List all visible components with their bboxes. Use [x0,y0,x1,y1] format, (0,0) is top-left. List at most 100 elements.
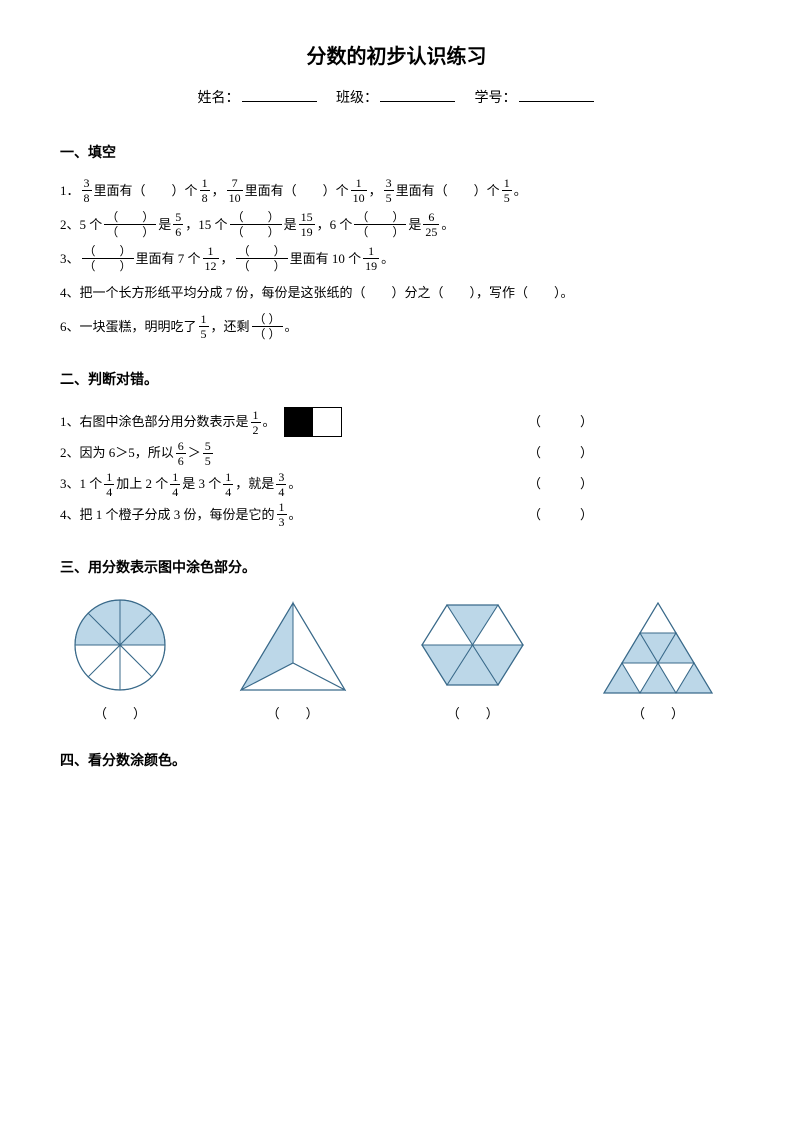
text: ＞ [188,439,201,468]
half-square-figure [284,407,342,437]
name-blank[interactable] [242,101,317,102]
q1-6: 6、一块蛋糕，明明吃了 15 ，还剩 （ ）（ ） 。 [60,312,733,342]
text: 。 [441,210,454,240]
section-4-header: 四、看分数涂颜色。 [60,750,733,770]
fraction: 110 [351,177,367,204]
blank[interactable] [146,176,172,206]
text: 是 [408,210,421,240]
q1-6-prefix: 6、一块蛋糕，明明吃了 [60,312,197,342]
text: ）个 [474,176,500,206]
fraction: 710 [227,177,243,204]
text: 加上 2 个 [116,470,168,499]
blank[interactable] [297,176,323,206]
name-label: 姓名： [198,91,240,106]
section-2-header: 二、判断对错。 [60,369,733,389]
shape-triangle-thirds: （ ） [233,595,353,722]
text: 。 [289,501,302,530]
shape-circle-eighths: （ ） [70,595,170,722]
text: ）个 [323,176,349,206]
fraction-blank[interactable]: （ ）（ ） [230,211,282,238]
circle-icon [70,595,170,695]
blank[interactable] [448,176,474,206]
class-blank[interactable] [380,101,455,102]
q1-3: 3、 （ ）（ ） 里面有 7 个 112 ， （ ）（ ） 里面有 10 个 … [60,244,733,274]
fraction: 12 [251,409,261,436]
shape-triangle-ninths: （ ） [593,595,723,722]
fraction: 112 [203,245,219,272]
q2-4-prefix: 4、把 1 个橙子分成 3 份，每份是它的 [60,501,275,530]
section-1-header: 一、填空 [60,142,733,162]
q2-4: 4、把 1 个橙子分成 3 份，每份是它的 13 。 （ ） [60,501,733,530]
q1-2: 2、5 个 （ ）（ ） 是 56 ，15 个 （ ）（ ） 是 1519 ，6… [60,210,733,240]
q1-4: 4、把一个长方形纸平均分成 7 份，每份是这张纸的（ ）分之（ ），写作（ ）。 [60,278,733,308]
q1-2-prefix: 2、5 个 [60,210,102,240]
answer-blank[interactable]: （ ） [94,706,146,721]
answer-blank[interactable]: （ ） [267,706,319,721]
fraction: 14 [223,471,233,498]
fraction: 56 [173,211,183,238]
q2-1: 1、右图中涂色部分用分数表示是 12 。 （ ） [60,407,733,437]
shape-hexagon-sixths: （ ） [415,595,530,722]
fraction-blank[interactable]: （ ）（ ） [354,211,406,238]
id-label: 学号： [475,91,517,106]
fraction: 119 [363,245,379,272]
judge-blank[interactable]: （ ） [528,439,733,468]
q2-1-prefix: 1、右图中涂色部分用分数表示是 [60,408,249,437]
fraction: 55 [203,440,213,467]
fraction-blank[interactable]: （ ）（ ） [252,313,283,340]
fraction-blank[interactable]: （ ）（ ） [82,245,134,272]
page-title: 分数的初步认识练习 [60,40,733,69]
id-blank[interactable] [519,101,594,102]
filled-cell [285,408,313,436]
judge-blank[interactable]: （ ） [528,408,733,437]
text: 是 3 个 [182,470,221,499]
section-3-header: 三、用分数表示图中涂色部分。 [60,557,733,577]
q1-3-prefix: 3、 [60,244,80,274]
worksheet-page: 分数的初步认识练习 姓名： 班级： 学号： 一、填空 1． 38 里面有（ ）个… [0,0,793,1122]
fraction: 18 [200,177,210,204]
text: 。 [381,244,394,274]
fraction: 15 [502,177,512,204]
triangle9-icon [593,595,723,695]
fraction: 14 [104,471,114,498]
text: ，6 个 [317,210,353,240]
fraction: 15 [199,313,209,340]
text: 里面有（ [396,176,448,206]
judge-blank[interactable]: （ ） [528,470,733,499]
hexagon-icon [415,595,530,695]
fraction: 1519 [299,211,315,238]
empty-cell [313,408,341,436]
text: ，15 个 [185,210,227,240]
student-info-row: 姓名： 班级： 学号： [60,87,733,107]
text: ）个 [172,176,198,206]
fraction: 34 [276,471,286,498]
text: ， [221,244,234,274]
q1-4-text: 4、把一个长方形纸平均分成 7 份，每份是这张纸的（ ）分之（ ），写作（ ）。 [60,278,574,308]
class-label: 班级： [336,91,378,106]
fraction: 625 [423,211,439,238]
text: 。 [288,470,301,499]
fraction: 38 [82,177,92,204]
text: ， [212,176,225,206]
text: 是 [158,210,171,240]
q1-1: 1． 38 里面有（ ）个 18 ， 710 里面有（ ）个 110 ， 35 … [60,176,733,206]
fraction: 13 [277,501,287,528]
q1-1-prefix: 1． [60,176,80,206]
answer-blank[interactable]: （ ） [632,706,684,721]
text: 。 [514,176,527,206]
text: 是 [284,210,297,240]
shapes-row: （ ） （ ） （ ） [60,595,733,722]
text: ， [369,176,382,206]
answer-blank[interactable]: （ ） [447,706,499,721]
q2-3: 3、1 个 14 加上 2 个 14 是 3 个 14 ，就是 34 。 （ ） [60,470,733,499]
fraction-blank[interactable]: （ ）（ ） [104,211,156,238]
fraction: 14 [170,471,180,498]
fraction: 66 [176,440,186,467]
text: 里面有 10 个 [290,244,362,274]
text: 里面有（ [94,176,146,206]
judge-blank[interactable]: （ ） [528,501,733,530]
fraction: 35 [384,177,394,204]
text: 。 [285,312,298,342]
text: 里面有（ [245,176,297,206]
fraction-blank[interactable]: （ ）（ ） [236,245,288,272]
